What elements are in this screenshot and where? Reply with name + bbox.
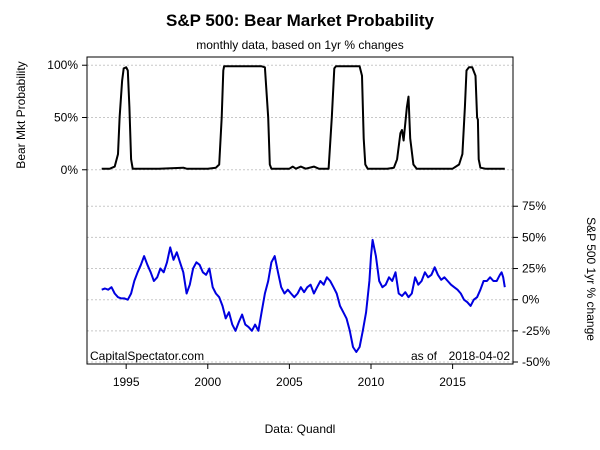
y-tick-label-bottom-3: 0% bbox=[522, 293, 540, 307]
y-tick-label-bottom-4: -25% bbox=[522, 324, 550, 338]
x-tick-label-2: 2005 bbox=[276, 375, 303, 389]
plot-frame bbox=[86, 56, 514, 365]
x-tick-label-4: 2015 bbox=[439, 375, 466, 389]
grid-layer bbox=[87, 64, 513, 363]
y-tick-label-top-1: 50% bbox=[54, 111, 78, 125]
y-axis-label-bottom: S&P 500 1yr % change bbox=[584, 217, 598, 341]
series-layer bbox=[101, 65, 506, 353]
chart-subtitle: monthly data, based on 1yr % changes bbox=[196, 38, 403, 52]
chart-title: S&P 500: Bear Market Probability bbox=[166, 11, 435, 30]
series-line-top-0 bbox=[101, 65, 505, 170]
y-tick-label-bottom-0: 75% bbox=[522, 199, 546, 213]
x-tick-label-1: 2000 bbox=[194, 375, 221, 389]
ticks-layer: 100% 50% 0% 75% 50% 25% 0% -25% -50% 1995 2000 2005… bbox=[47, 58, 550, 389]
y-tick-label-bottom-5: -50% bbox=[522, 355, 550, 369]
y-tick-label-bottom-2: 25% bbox=[522, 262, 546, 276]
y-tick-label-top-0: 100% bbox=[47, 58, 78, 72]
x-tick-label-3: 2010 bbox=[358, 375, 385, 389]
credit-text: CapitalSpectator.com bbox=[90, 349, 204, 363]
y-tick-label-bottom-1: 50% bbox=[522, 230, 546, 244]
x-tick-label-0: 1995 bbox=[113, 375, 140, 389]
source-text: Data: Quandl bbox=[265, 422, 336, 436]
as-of-label: as of bbox=[411, 349, 438, 363]
as-of-date: 2018-04-02 bbox=[449, 349, 511, 363]
series-line-bottom-0 bbox=[101, 238, 506, 353]
y-axis-label-top: Bear Mkt Probability bbox=[14, 61, 28, 168]
y-tick-label-top-2: 0% bbox=[61, 163, 79, 177]
